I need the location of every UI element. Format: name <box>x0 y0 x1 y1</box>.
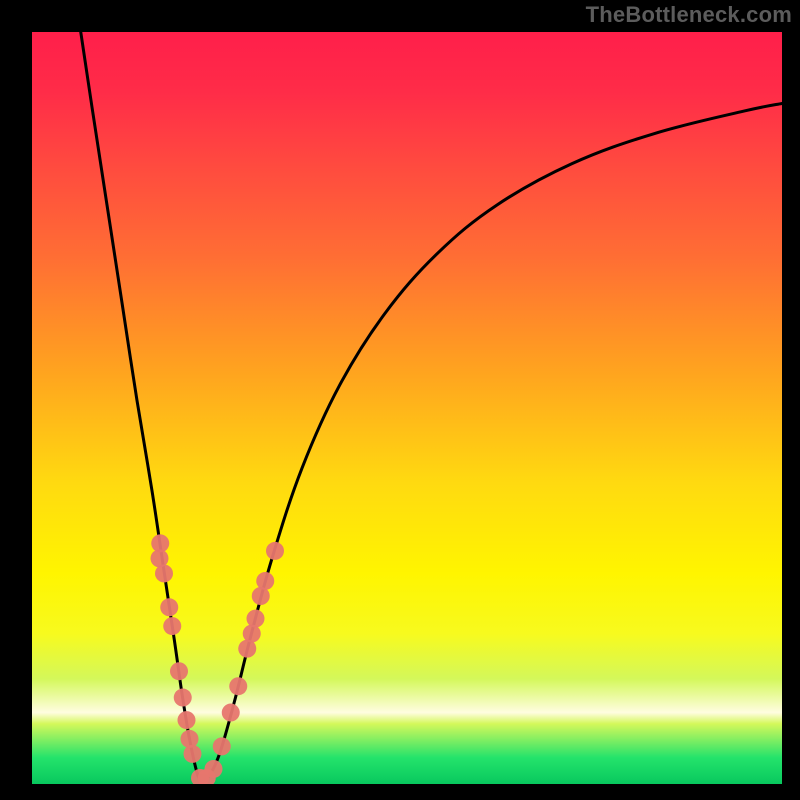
scatter-point <box>247 610 265 628</box>
scatter-point <box>178 711 196 729</box>
scatter-point <box>243 625 261 643</box>
scatter-point <box>205 760 223 778</box>
chart-svg <box>32 32 782 784</box>
scatter-point <box>163 617 181 635</box>
scatter-point <box>170 662 188 680</box>
plot-region <box>32 32 782 784</box>
scatter-point <box>184 745 202 763</box>
scatter-point <box>213 737 231 755</box>
watermark-text: TheBottleneck.com <box>586 2 792 28</box>
stage: TheBottleneck.com <box>0 0 800 800</box>
scatter-point <box>266 542 284 560</box>
scatter-point <box>256 572 274 590</box>
scatter-point <box>222 704 240 722</box>
scatter-point <box>229 677 247 695</box>
curve-right-branch <box>201 103 782 780</box>
scatter-point <box>174 689 192 707</box>
scatter-point <box>155 564 173 582</box>
scatter-point <box>160 598 178 616</box>
scatter-point <box>181 730 199 748</box>
